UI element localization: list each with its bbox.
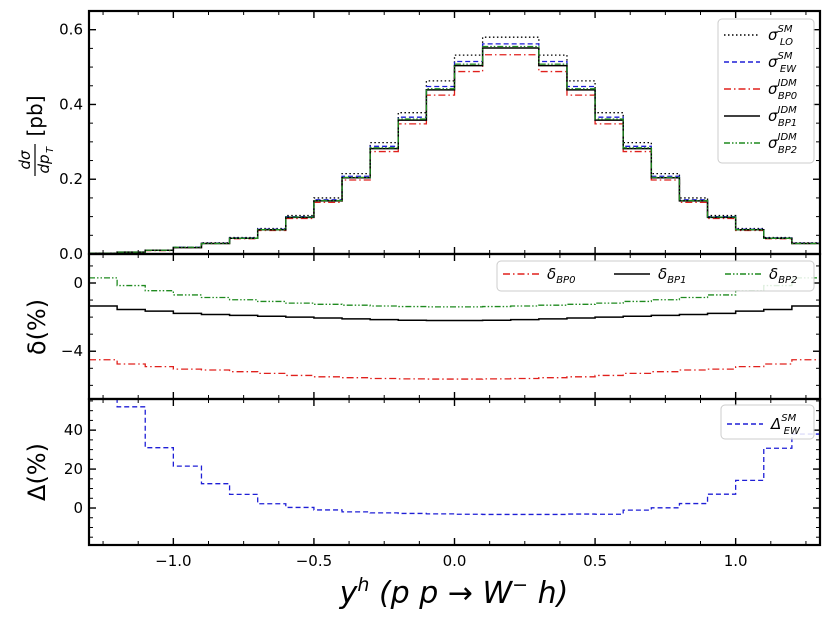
y-ticks-bottom: 0 20 40 — [64, 400, 820, 538]
legend-label: ΔSM EW — [770, 413, 801, 437]
legend-box-bottom — [720, 404, 815, 440]
legend-entry-top-ew: σSM EW — [724, 51, 797, 75]
x-label-h-sup: h — [357, 574, 369, 596]
axes-frame-bottom — [87, 397, 822, 547]
y-tick-label: 0.4 — [59, 95, 83, 113]
legend-entry-top-lo: σSM LO — [724, 24, 793, 48]
legend-label: σSM EW — [768, 51, 797, 75]
panel-bottom-Delta: 0 20 40 −1.0 −0.5 0.0 0.5 1.0 ΔSM EW Δ(%) yh (p… — [23, 397, 822, 611]
x-axis-label: yh (p p → W− h) — [339, 574, 569, 611]
legend-middle: δBP0 δBP1 δBP2 — [496, 260, 815, 292]
y-tick-label: 20 — [64, 460, 83, 478]
x-label-process: (p p → W — [369, 576, 513, 611]
y-label-denominator-sub: T — [45, 146, 56, 153]
x-tick-label: −1.0 — [155, 552, 191, 570]
series-line-top-bp2 — [89, 45, 820, 254]
x-tick-label: 0.0 — [443, 552, 467, 570]
legend-entry-top-bp2: σIDM BP2 — [724, 132, 797, 156]
y-tick-label: 0.6 — [59, 21, 83, 39]
legend-label: δBP1 — [658, 265, 686, 286]
legend-label: σIDM BP1 — [768, 105, 797, 129]
y-tick-label: 0.2 — [59, 170, 83, 188]
y-axis-label-top: dσ dp T [pb] — [16, 96, 56, 176]
y-label-numerator: dσ — [16, 150, 34, 170]
legend-entry-bot-ew: ΔSM EW — [727, 413, 801, 437]
x-tick-label: 0.5 — [583, 552, 607, 570]
series-line-mid-bp0 — [89, 359, 820, 380]
y-label-denominator: dp — [35, 154, 53, 173]
legend-label: σIDM BP2 — [768, 132, 797, 156]
legend-entry-mid-bp1: δBP1 — [614, 265, 686, 286]
y-label-unit: [pb] — [23, 96, 47, 137]
x-label-minus-sup: − — [512, 574, 528, 596]
legend-label: σIDM BP0 — [768, 78, 797, 102]
legend-bottom: ΔSM EW — [720, 404, 815, 440]
series-line-bot-ew — [116, 399, 820, 516]
series-line-mid-bp2 — [89, 277, 820, 308]
panel-top-cross-section: 0.0 0.2 0.4 0.6 σSM LO σSM EW σIDM BP0 σIDM BP1 σID… — [16, 9, 822, 263]
y-tick-label: 40 — [64, 421, 83, 439]
x-label-h: h) — [528, 576, 568, 611]
panel-middle-delta: −4 0 δBP0 δBP1 δBP2 δ(%) — [23, 252, 822, 401]
legend-top: σSM LO σSM EW σIDM BP0 σIDM BP1 σIDM BP2 — [717, 18, 815, 164]
legend-label: σSM LO — [768, 24, 793, 48]
x-tick-label: −0.5 — [296, 552, 332, 570]
x-tick-label: 1.0 — [724, 552, 748, 570]
legend-label: δBP2 — [769, 265, 797, 286]
y-axis-label-middle: δ(%) — [23, 299, 51, 355]
series-group-bottom — [116, 399, 820, 516]
y-tick-label: −4 — [61, 342, 83, 360]
legend-box-top — [717, 18, 815, 164]
y-tick-label: 0 — [73, 499, 83, 517]
legend-label: δBP0 — [547, 265, 575, 286]
series-line-mid-bp1 — [89, 305, 820, 322]
y-axis-label-bottom: Δ(%) — [23, 443, 51, 501]
series-group-middle — [89, 277, 820, 380]
legend-box-middle — [496, 260, 815, 292]
y-tick-label: 0 — [73, 274, 83, 292]
legend-entry-mid-bp2: δBP2 — [725, 265, 797, 286]
x-label-y: y — [339, 576, 359, 611]
legend-entry-top-bp0: σIDM BP0 — [724, 78, 797, 102]
legend-entry-mid-bp0: δBP0 — [503, 265, 575, 286]
legend-entry-top-bp1: σIDM BP1 — [724, 105, 797, 129]
series-group-top — [89, 36, 820, 254]
y-tick-label: 0.0 — [59, 245, 83, 263]
